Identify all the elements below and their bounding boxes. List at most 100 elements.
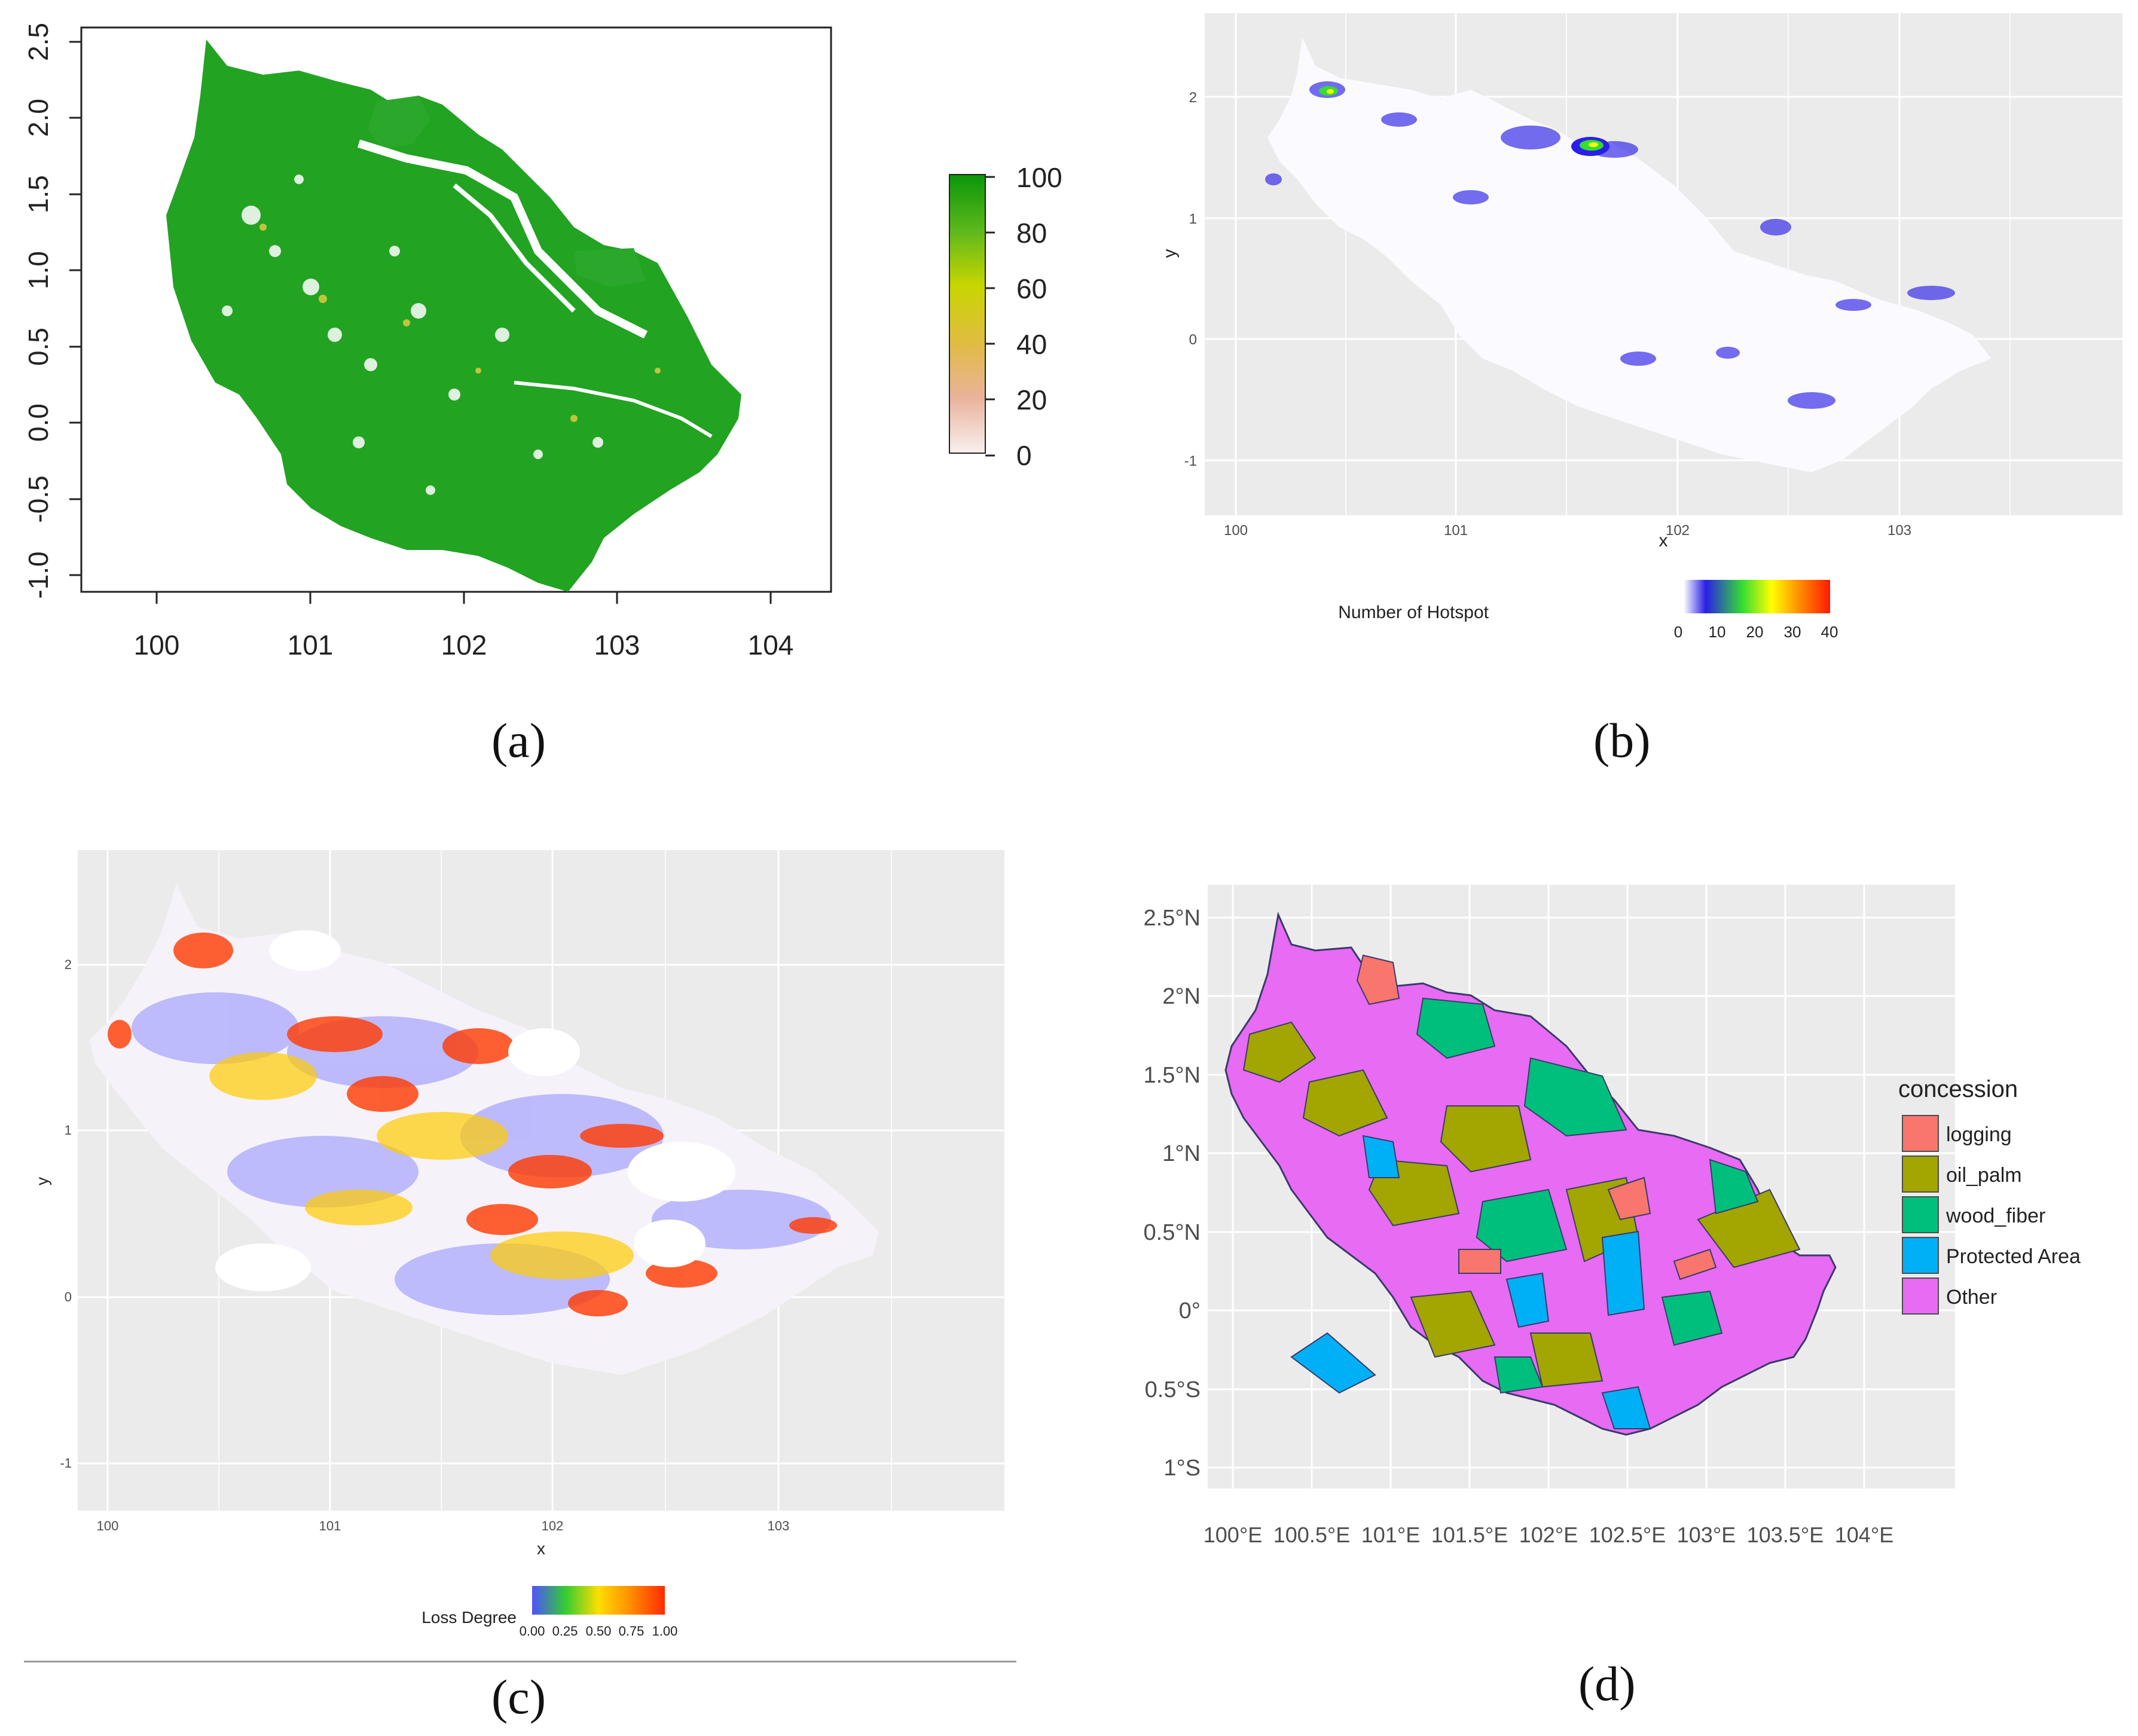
c-y-label: y <box>33 1177 51 1185</box>
panel-c-map: -1 0 1 2 100 101 102 103 x y Loss Degree… <box>33 850 1004 1639</box>
c-x-tick: 102 <box>542 1518 564 1533</box>
d-legend-label: Other <box>1946 1286 1997 1309</box>
c-y-tick: 0 <box>65 1289 72 1304</box>
d-legend-swatch-wood-fiber <box>1902 1196 1939 1233</box>
a-y-tick: 0.5 <box>23 328 54 366</box>
b-legend-tick: 10 <box>1709 623 1726 641</box>
a-legend-tick: 0 <box>1016 440 1032 471</box>
d-y-tick: 0.5°N <box>1144 1220 1201 1245</box>
b-y-tick: 0 <box>1189 332 1197 348</box>
panel-b: -1 0 1 2 100 101 102 103 x y Number of H… <box>1160 0 2138 681</box>
a-x-tick: 101 <box>288 629 334 661</box>
b-y-tick: 2 <box>1189 90 1197 106</box>
b-y-label: y <box>1160 249 1180 258</box>
panel-d: 1°S 0.5°S 0° 0.5°N 1°N 1.5°N 2°N 2.5°N 1… <box>1112 879 2138 1572</box>
b-x-tick: 102 <box>1666 522 1690 539</box>
d-x-tick: 100.5°E <box>1273 1523 1351 1547</box>
c-legend-tick: 1.00 <box>652 1624 678 1639</box>
d-y-tick: 2.5°N <box>1144 906 1201 931</box>
a-y-tick: -1.0 <box>23 551 54 598</box>
d-y-tick: 0.5°S <box>1145 1377 1201 1402</box>
panel-d-legend: concession logging oil_palm wood_fiber P… <box>1898 1076 2081 1315</box>
d-y-tick: 1.5°N <box>1144 1063 1201 1088</box>
a-legend-tick: 20 <box>1016 384 1047 415</box>
a-x-tick: 104 <box>748 629 794 661</box>
panel-c-high-loss <box>108 933 837 1316</box>
c-y-tick: -1 <box>60 1456 72 1471</box>
c-legend-tick: 0.75 <box>619 1624 645 1639</box>
d-x-tick: 103°E <box>1677 1523 1736 1547</box>
a-x-tick: 100 <box>134 629 180 661</box>
d-x-tick: 101°E <box>1361 1523 1420 1547</box>
a-legend-tick: 100 <box>1016 162 1062 193</box>
d-y-tick: 1°N <box>1162 1141 1201 1166</box>
a-y-tick: 2.5 <box>23 23 54 61</box>
panel-a-map: -1.0 -0.5 0.0 0.5 1.0 1.5 2.0 2.5 100 10… <box>23 23 1062 661</box>
c-x-tick: 101 <box>319 1518 341 1533</box>
c-y-tick: 1 <box>65 1123 72 1138</box>
panel-a-forest-region <box>166 39 741 592</box>
a-legend-tick: 40 <box>1016 329 1047 360</box>
panel-a-legend-colorbar <box>949 174 986 454</box>
d-legend-label: oil_palm <box>1946 1164 2022 1187</box>
c-legend-tick: 0.00 <box>520 1624 545 1639</box>
panel-a-x-axis <box>155 592 772 604</box>
d-y-tick: 2°N <box>1162 984 1201 1009</box>
a-y-tick: 2.0 <box>23 99 54 137</box>
b-x-tick: 101 <box>1444 522 1468 539</box>
a-y-tick: 1.0 <box>23 251 54 289</box>
b-x-label: x <box>1659 531 1668 551</box>
d-legend-swatch-oil-palm <box>1902 1156 1939 1193</box>
panel-b-map: -1 0 1 2 100 101 102 103 x y Number of H… <box>1160 13 2122 641</box>
panel-b-region <box>1267 37 1991 472</box>
a-y-tick: 0.0 <box>23 404 54 442</box>
a-legend-tick: 80 <box>1016 218 1047 249</box>
d-x-tick: 102.5°E <box>1589 1523 1666 1547</box>
d-legend-label: logging <box>1946 1123 2012 1146</box>
d-x-tick: 101.5°E <box>1431 1523 1508 1547</box>
d-legend-label: wood_fiber <box>1945 1205 2045 1227</box>
d-legend-title: concession <box>1898 1076 2018 1102</box>
b-legend-title: Number of Hotspot <box>1338 603 1489 622</box>
b-legend-tick: 30 <box>1784 623 1801 641</box>
caption-b: (b) <box>1593 713 1651 768</box>
b-y-tick: -1 <box>1184 453 1197 469</box>
panel-a-y-axis <box>69 41 81 576</box>
caption-c: (c) <box>491 1670 546 1724</box>
d-x-tick: 103.5°E <box>1747 1523 1824 1547</box>
b-legend-tick: 20 <box>1746 623 1764 641</box>
b-x-tick: 100 <box>1224 522 1248 539</box>
panel-d-map: 1°S 0.5°S 0° 0.5°N 1°N 1.5°N 2°N 2.5°N 1… <box>1144 885 2081 1547</box>
a-legend-tick: 60 <box>1016 273 1047 304</box>
c-y-tick: 2 <box>65 957 72 972</box>
b-legend-tick: 0 <box>1674 623 1682 641</box>
c-x-tick: 103 <box>768 1518 790 1533</box>
caption-d: (d) <box>1578 1656 1636 1711</box>
d-x-tick: 104°E <box>1835 1523 1893 1547</box>
c-x-tick: 100 <box>97 1518 119 1533</box>
d-legend-swatch-protected-area <box>1902 1237 1939 1274</box>
d-legend-label: Protected Area <box>1946 1245 2081 1268</box>
panel-b-hotspots <box>1319 86 1609 156</box>
a-x-tick: 103 <box>594 629 640 661</box>
d-x-tick: 102°E <box>1519 1523 1578 1547</box>
b-x-tick: 103 <box>1887 522 1911 539</box>
b-legend-tick: 40 <box>1821 623 1838 641</box>
c-legend-tick: 0.50 <box>586 1624 612 1639</box>
a-x-tick: 102 <box>441 629 487 661</box>
a-y-tick: -0.5 <box>23 475 54 522</box>
d-y-tick: 0° <box>1179 1298 1201 1324</box>
panel-a: -1.0 -0.5 0.0 0.5 1.0 1.5 2.0 2.5 100 10… <box>0 0 1064 777</box>
d-y-tick: 1°S <box>1163 1456 1201 1481</box>
separator-line <box>24 1661 1016 1662</box>
c-legend-title: Loss Degree <box>422 1608 517 1627</box>
b-y-tick: 1 <box>1189 211 1197 227</box>
caption-a: (a) <box>491 713 546 768</box>
c-x-label: x <box>537 1539 545 1558</box>
d-legend-swatch-other <box>1902 1277 1939 1315</box>
panel-b-legend-colorbar <box>1684 580 1830 613</box>
panel-c: -1 0 1 2 100 101 102 103 x y Loss Degree… <box>24 837 1028 1662</box>
c-legend-tick: 0.25 <box>552 1624 578 1639</box>
d-x-tick: 100°E <box>1204 1523 1262 1547</box>
a-y-tick: 1.5 <box>23 175 54 213</box>
